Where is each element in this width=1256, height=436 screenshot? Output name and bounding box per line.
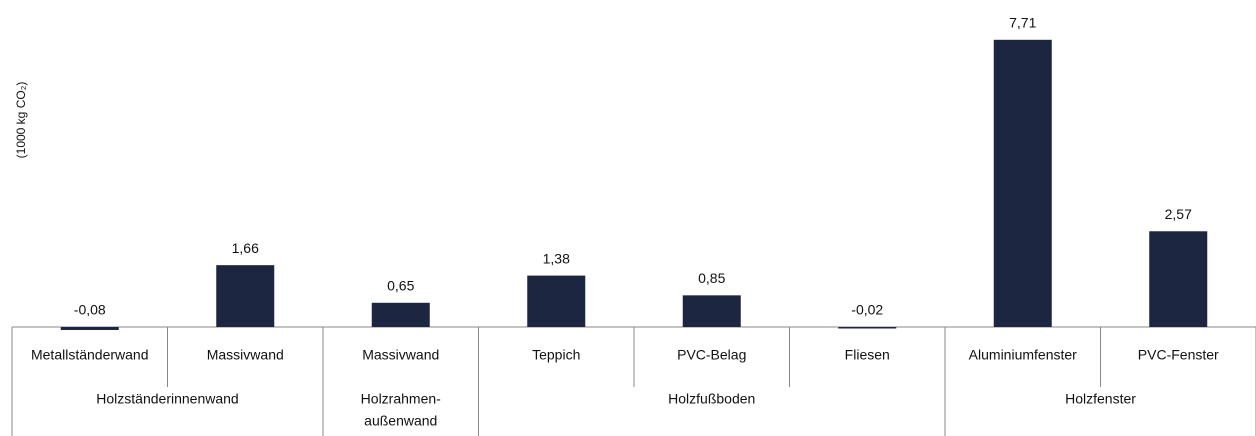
group-label: Holzständerinnenwand: [96, 391, 238, 407]
bar: [993, 39, 1052, 328]
value-label: 0,65: [387, 277, 414, 293]
bar: [371, 302, 430, 327]
x-tick-label: Teppich: [532, 347, 580, 363]
x-tick-label: PVC-Belag: [677, 347, 746, 363]
group-label: Holzrahmen-: [361, 391, 441, 407]
x-tick-label: Aluminiumfenster: [969, 347, 1077, 363]
bar: [682, 295, 741, 327]
bar: [1149, 231, 1208, 327]
x-tick-label: Fliesen: [845, 347, 890, 363]
bar: [838, 327, 897, 329]
value-label: -0,08: [74, 302, 106, 318]
bar: [527, 275, 586, 327]
group-label: Holzfußboden: [668, 391, 755, 407]
value-label: 1,66: [232, 240, 259, 256]
y-axis-label: (1000 kg CO₂): [14, 82, 28, 159]
value-label: 2,57: [1165, 206, 1192, 222]
group-label: außenwand: [364, 413, 437, 429]
x-tick-label: Massivwand: [362, 347, 439, 363]
value-label: 7,71: [1009, 15, 1036, 31]
value-label: -0,02: [851, 302, 883, 318]
group-label: Holzfenster: [1065, 391, 1136, 407]
value-label: 1,38: [543, 250, 570, 266]
x-tick-label: PVC-Fenster: [1138, 347, 1219, 363]
x-tick-label: Massivwand: [207, 347, 284, 363]
x-tick-label: Metallständerwand: [31, 347, 149, 363]
value-label: 0,85: [698, 270, 725, 286]
bar: [60, 327, 119, 330]
bar: [216, 265, 275, 327]
